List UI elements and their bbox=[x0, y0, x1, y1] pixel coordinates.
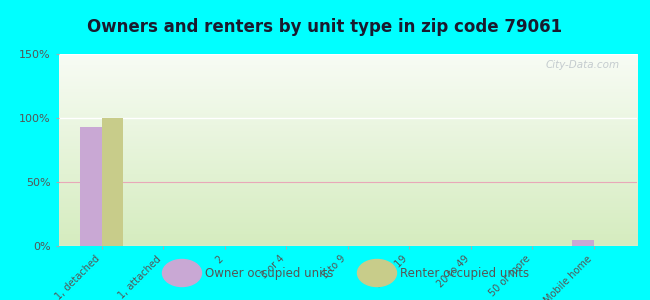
Bar bbox=[80, 127, 101, 246]
Bar bbox=[101, 118, 123, 246]
Text: Renter occupied units: Renter occupied units bbox=[400, 266, 529, 280]
Text: Owner occupied units: Owner occupied units bbox=[205, 266, 333, 280]
Ellipse shape bbox=[162, 260, 202, 286]
Text: City-Data.com: City-Data.com bbox=[545, 60, 619, 70]
Text: Owners and renters by unit type in zip code 79061: Owners and renters by unit type in zip c… bbox=[88, 18, 562, 36]
Bar bbox=[573, 240, 594, 246]
Ellipse shape bbox=[358, 260, 396, 286]
